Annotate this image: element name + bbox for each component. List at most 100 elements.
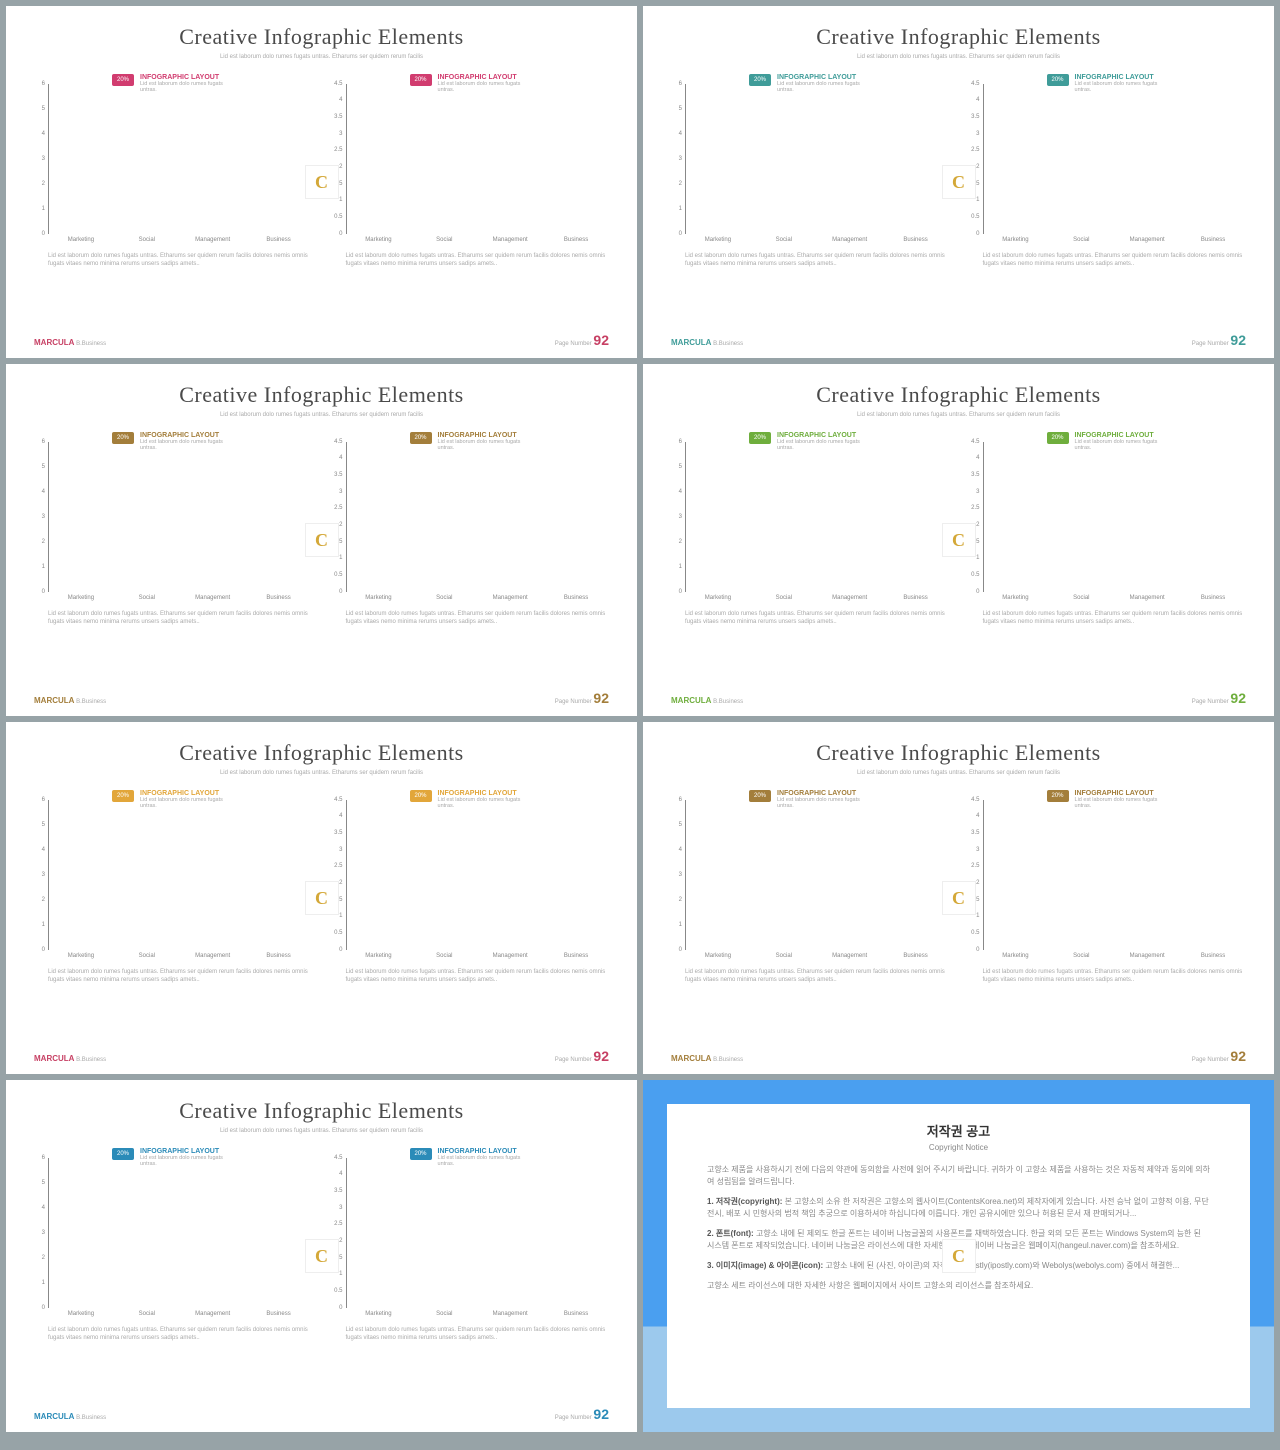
brand-name: MARCULA [34, 1412, 74, 1421]
slide-subtitle: Lid est laborum dolo rumes fugats untras… [671, 412, 1246, 420]
chart-footnote: Lid est laborum dolo rumes fugats untras… [983, 969, 1247, 985]
slide-footer: MARCULA B.BusinessPage Number 92 [34, 1048, 609, 1064]
callout-title: INFOGRAPHIC LAYOUT [140, 790, 230, 797]
slide: Creative Infographic ElementsLid est lab… [6, 722, 637, 1074]
page-number: 92 [593, 690, 609, 706]
callout-title: INFOGRAPHIC LAYOUT [1075, 790, 1165, 797]
slide-footer: MARCULA B.BusinessPage Number 92 [671, 332, 1246, 348]
page-number: 92 [593, 1406, 609, 1422]
chart-area: 00.511.522.533.544.5 [983, 800, 1247, 950]
callout-badge: 20% [1047, 432, 1069, 444]
callout-title: INFOGRAPHIC LAYOUT [1075, 74, 1165, 81]
chart-area: 00.511.522.533.544.5 [983, 442, 1247, 592]
slide-footer: MARCULA B.BusinessPage Number 92 [34, 332, 609, 348]
callout-badge: 20% [112, 1148, 134, 1160]
callout-title: INFOGRAPHIC LAYOUT [777, 790, 867, 797]
chart-panel-right: 20% INFOGRAPHIC LAYOUT Lid est laborum dol… [332, 434, 610, 627]
chart-area: 00.511.522.533.544.5 [983, 84, 1247, 234]
chart-panel-left: 20% INFOGRAPHIC LAYOUT Lid est laborum dol… [34, 1150, 312, 1343]
callout-title: INFOGRAPHIC LAYOUT [777, 74, 867, 81]
chart-panel-right: 20%INFOGRAPHIC LAYOUTLid est laborum dol… [332, 76, 610, 269]
callout-title: INFOGRAPHIC LAYOUT [140, 74, 230, 81]
chart-footnote: Lid est laborum dolo rumes fugats untras… [48, 1327, 312, 1343]
slide-footer: MARCULA B.BusinessPage Number 92 [34, 690, 609, 706]
brand-name: MARCULA [671, 338, 711, 347]
watermark-icon: C [305, 1239, 339, 1273]
brand-name: MARCULA [34, 1054, 74, 1063]
callout-title: INFOGRAPHIC LAYOUT [438, 790, 528, 797]
chart-panel-left: 20%INFOGRAPHIC LAYOUTLid est laborum dol… [34, 792, 312, 985]
slide-footer: MARCULA B.BusinessPage Number 92 [671, 690, 1246, 706]
chart-area: 00.511.522.533.544.5 [346, 1158, 610, 1308]
chart-area: 0123456 [48, 442, 312, 592]
slide-subtitle: Lid est laborum dolo rumes fugats untras… [34, 1128, 609, 1136]
slide-subtitle: Lid est laborum dolo rumes fugats untras… [34, 770, 609, 778]
chart-footnote: Lid est laborum dolo rumes fugats untras… [48, 253, 312, 269]
slide: Creative Infographic ElementsLid est lab… [643, 722, 1274, 1074]
chart-footnote: Lid est laborum dolo rumes fugats untras… [983, 253, 1247, 269]
chart-footnote: Lid est laborum dolo rumes fugats untras… [685, 253, 949, 269]
chart-footnote: Lid est laborum dolo rumes fugats untras… [346, 253, 610, 269]
page-number: 92 [1230, 1048, 1246, 1064]
slide-subtitle: Lid est laborum dolo rumes fugats untras… [34, 54, 609, 62]
callout-title: INFOGRAPHIC LAYOUT [1075, 432, 1165, 439]
slide-title: Creative Infographic Elements [671, 382, 1246, 408]
slide-subtitle: Lid est laborum dolo rumes fugats untras… [34, 412, 609, 420]
chart-panel-right: 20%INFOGRAPHIC LAYOUTLid est laborum dol… [332, 792, 610, 985]
chart-area: 00.511.522.533.544.5 [346, 84, 610, 234]
chart-footnote: Lid est laborum dolo rumes fugats untras… [346, 611, 610, 627]
notice-paragraph: 고향소 제품을 사용하시기 전에 다음의 약관에 동의함을 사전에 읽어 주시기… [707, 1164, 1210, 1188]
chart-area: 0123456 [48, 84, 312, 234]
callout-title: INFOGRAPHIC LAYOUT [777, 432, 867, 439]
slide: Creative Infographic ElementsLid est lab… [6, 6, 637, 358]
callout-badge: 20% [112, 432, 134, 444]
chart-area: 00.511.522.533.544.5 [346, 442, 610, 592]
callout-badge: 20% [749, 790, 771, 802]
callout-badge: 20% [749, 74, 771, 86]
chart-panel-right: 20% INFOGRAPHIC LAYOUT Lid est laborum dol… [969, 434, 1247, 627]
watermark-icon: C [305, 165, 339, 199]
brand-name: MARCULA [671, 1054, 711, 1063]
watermark-icon: C [305, 881, 339, 915]
watermark-icon: C [942, 523, 976, 557]
page-number: 92 [593, 1048, 609, 1064]
slide-footer: MARCULA B.BusinessPage Number 92 [671, 1048, 1246, 1064]
watermark-icon: C [305, 523, 339, 557]
watermark-icon: C [942, 165, 976, 199]
chart-panel-left: 20%INFOGRAPHIC LAYOUTLid est laborum dol… [34, 76, 312, 269]
slide-subtitle: Lid est laborum dolo rumes fugats untras… [671, 54, 1246, 62]
callout-badge: 20% [410, 1148, 432, 1160]
watermark-icon: C [942, 1239, 976, 1273]
chart-area: 0123456 [48, 1158, 312, 1308]
slide-title: Creative Infographic Elements [671, 24, 1246, 50]
copyright-notice-slide: 저작권 공고 Copyright Notice 고향소 제품을 사용하시기 전에… [643, 1080, 1274, 1432]
slide: Creative Infographic Elements Lid est lab… [643, 364, 1274, 716]
slide: Creative Infographic Elements Lid est lab… [643, 6, 1274, 358]
chart-area: 0123456 [48, 800, 312, 950]
chart-footnote: Lid est laborum dolo rumes fugats untras… [983, 611, 1247, 627]
callout-badge: 20% [749, 432, 771, 444]
slide: Creative Infographic Elements Lid est lab… [6, 1080, 637, 1432]
chart-area: 00.511.522.533.544.5 [346, 800, 610, 950]
chart-panel-right: 20%INFOGRAPHIC LAYOUTLid est laborum dol… [332, 1150, 610, 1343]
callout-title: INFOGRAPHIC LAYOUT [140, 1148, 230, 1155]
page-number: 92 [1230, 690, 1246, 706]
callout-title: INFOGRAPHIC LAYOUT [438, 432, 528, 439]
chart-footnote: Lid est laborum dolo rumes fugats untras… [48, 611, 312, 627]
callout-badge: 20% [410, 432, 432, 444]
callout-title: INFOGRAPHIC LAYOUT [438, 1148, 528, 1155]
notice-subtitle: Copyright Notice [707, 1142, 1210, 1154]
callout-badge: 20% [1047, 74, 1069, 86]
brand-name: MARCULA [671, 696, 711, 705]
chart-footnote: Lid est laborum dolo rumes fugats untras… [48, 969, 312, 985]
chart-area: 0123456 [685, 442, 949, 592]
page-number: 92 [593, 332, 609, 348]
brand-name: MARCULA [34, 338, 74, 347]
chart-panel-left: 20%INFOGRAPHIC LAYOUTLid est laborum dol… [671, 434, 949, 627]
page-number: 92 [1230, 332, 1246, 348]
slide-title: Creative Infographic Elements [34, 1098, 609, 1124]
chart-area: 0123456 [685, 800, 949, 950]
brand-name: MARCULA [34, 696, 74, 705]
chart-footnote: Lid est laborum dolo rumes fugats untras… [346, 969, 610, 985]
slide-subtitle: Lid est laborum dolo rumes fugats untras… [671, 770, 1246, 778]
